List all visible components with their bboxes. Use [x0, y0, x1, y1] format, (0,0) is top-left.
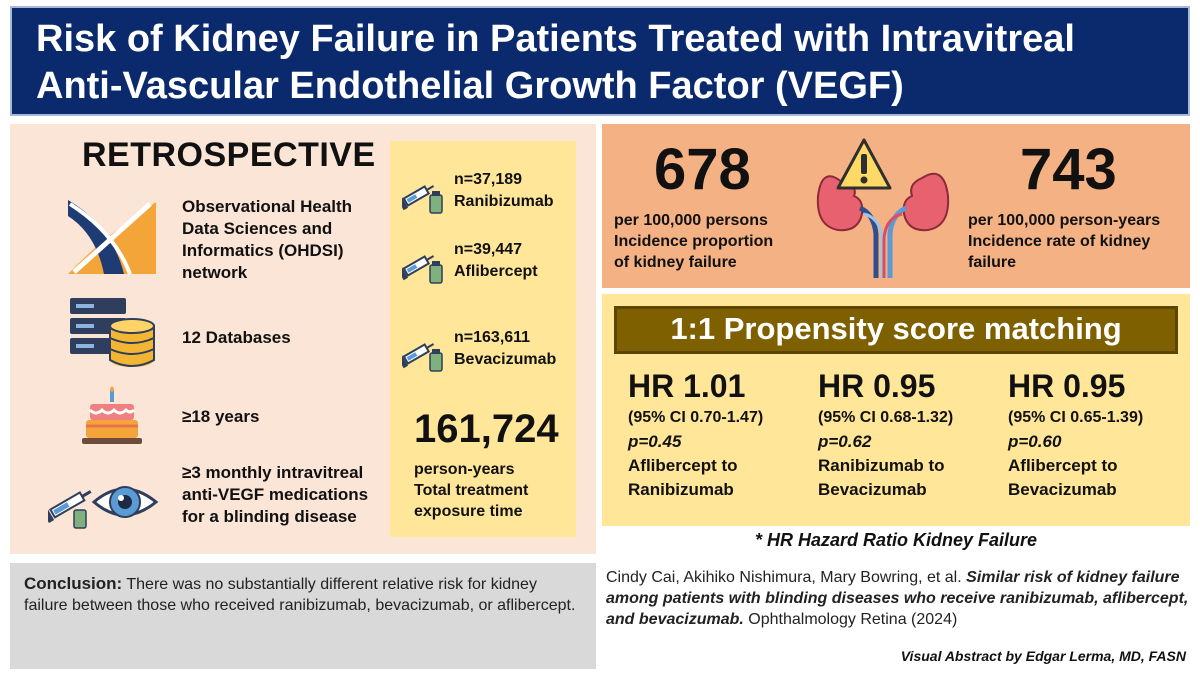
hr-result-aflibercept-bevacizumab: HR 0.95 (95% CI 0.65-1.39) p=0.60 Aflibe…: [1008, 366, 1198, 502]
title-line-1: Risk of Kidney Failure in Patients Treat…: [36, 18, 1075, 60]
kidney-warning-icon: [798, 134, 968, 282]
database-icon: [68, 296, 158, 368]
comparison-line-2: Ranibizumab: [628, 480, 734, 499]
hazard-ratio-footnote: * HR Hazard Ratio Kidney Failure: [754, 530, 1038, 550]
comparison-line-2: Bevacizumab: [1008, 480, 1117, 499]
cohort-drug: Aflibercept: [454, 263, 538, 280]
incidence-proportion-label: per 100,000 persons Incidence proportion…: [614, 212, 774, 271]
ohdsi-network-text: Observational Health Data Sciences and I…: [182, 197, 353, 282]
ohdsi-logo-icon: [64, 196, 160, 278]
databases-text: 12 Databases: [182, 328, 291, 347]
conclusion-box: Conclusion: There was no substantially d…: [10, 563, 596, 669]
exposure-label: person-years Total treatment exposure ti…: [414, 461, 529, 520]
treatment-criteria-text: ≥3 monthly intravitreal anti-VEGF medica…: [182, 463, 369, 526]
cohort-n: n=37,189: [454, 171, 523, 188]
study-design-title: RETROSPECTIVE: [82, 136, 376, 174]
incidence-rate-label: per 100,000 person-years Incidence rate …: [968, 212, 1161, 271]
conclusion-text: There was no substantially different rel…: [24, 576, 576, 614]
visual-abstract-credit: Visual Abstract by Edgar Lerma, MD, FASN: [900, 648, 1186, 664]
birthday-cake-icon: [82, 386, 142, 446]
cohort-bevacizumab: n=163,611 Bevacizumab: [397, 323, 570, 378]
syringe-vial-icon: [397, 175, 448, 220]
incidence-panel: 678 per 100,000 persons Incidence propor…: [602, 124, 1190, 288]
study-design-panel: RETROSPECTIVE Observational Health Data …: [10, 124, 596, 554]
cohort-aflibercept: n=39,447 Aflibercept: [397, 235, 570, 290]
citation-title: Similar risk of kidney failure among pat…: [606, 569, 1189, 628]
hazard-ratio: HR 1.01: [628, 368, 746, 404]
p-value: p=0.60: [1008, 432, 1062, 451]
citation-authors: Cindy Cai, Akihiko Nishimura, Mary Bowri…: [606, 569, 962, 586]
title-line-2: Anti-Vascular Endothelial Growth Factor …: [36, 65, 904, 107]
age-criteria-text: ≥18 years: [182, 407, 260, 426]
syringe-vial-icon: [397, 333, 448, 378]
comparison-line-2: Bevacizumab: [818, 480, 927, 499]
citation-year: (2024): [911, 611, 958, 628]
incidence-rate-value: 743: [1020, 137, 1117, 202]
cohort-n: n=39,447: [454, 241, 523, 258]
cohort-drug: Bevacizumab: [454, 351, 557, 368]
propensity-score-header: 1:1 Propensity score matching: [614, 306, 1178, 354]
hr-result-aflibercept-ranibizumab: HR 1.01 (95% CI 0.70-1.47) p=0.45 Aflibe…: [628, 366, 818, 502]
comparison-line-1: Aflibercept to: [1008, 456, 1118, 475]
comparison-line-1: Aflibercept to: [628, 456, 738, 475]
hazard-ratio: HR 0.95: [1008, 368, 1126, 404]
p-value: p=0.62: [818, 432, 872, 451]
hr-result-ranibizumab-bevacizumab: HR 0.95 (95% CI 0.68-1.32) p=0.62 Ranibi…: [818, 366, 1008, 502]
exposure-value: 161,724: [414, 407, 559, 451]
hazard-ratio: HR 0.95: [818, 368, 936, 404]
p-value: p=0.45: [628, 432, 682, 451]
confidence-interval: (95% CI 0.70-1.47): [628, 409, 764, 426]
cohort-ranibizumab: n=37,189 Ranibizumab: [397, 165, 570, 220]
cohort-n: n=163,611: [454, 329, 531, 346]
conclusion-label: Conclusion:: [24, 574, 123, 593]
propensity-score-panel: 1:1 Propensity score matching HR 1.01 (9…: [602, 294, 1190, 526]
cohort-drug: Ranibizumab: [454, 193, 554, 210]
comparison-line-1: Ranibizumab to: [818, 456, 945, 475]
syringe-vial-icon: [397, 245, 448, 290]
title-banner: Risk of Kidney Failure in Patients Treat…: [10, 6, 1190, 116]
eye-injection-icon: [42, 474, 160, 530]
citation-journal: Ophthalmology Retina: [748, 611, 907, 628]
cohort-sizes-panel: n=37,189 Ranibizumab n=39,447: [390, 141, 576, 537]
confidence-interval: (95% CI 0.65-1.39): [1008, 409, 1144, 426]
citation: Cindy Cai, Akihiko Nishimura, Mary Bowri…: [602, 567, 1190, 630]
confidence-interval: (95% CI 0.68-1.32): [818, 409, 954, 426]
incidence-proportion-value: 678: [654, 137, 751, 202]
